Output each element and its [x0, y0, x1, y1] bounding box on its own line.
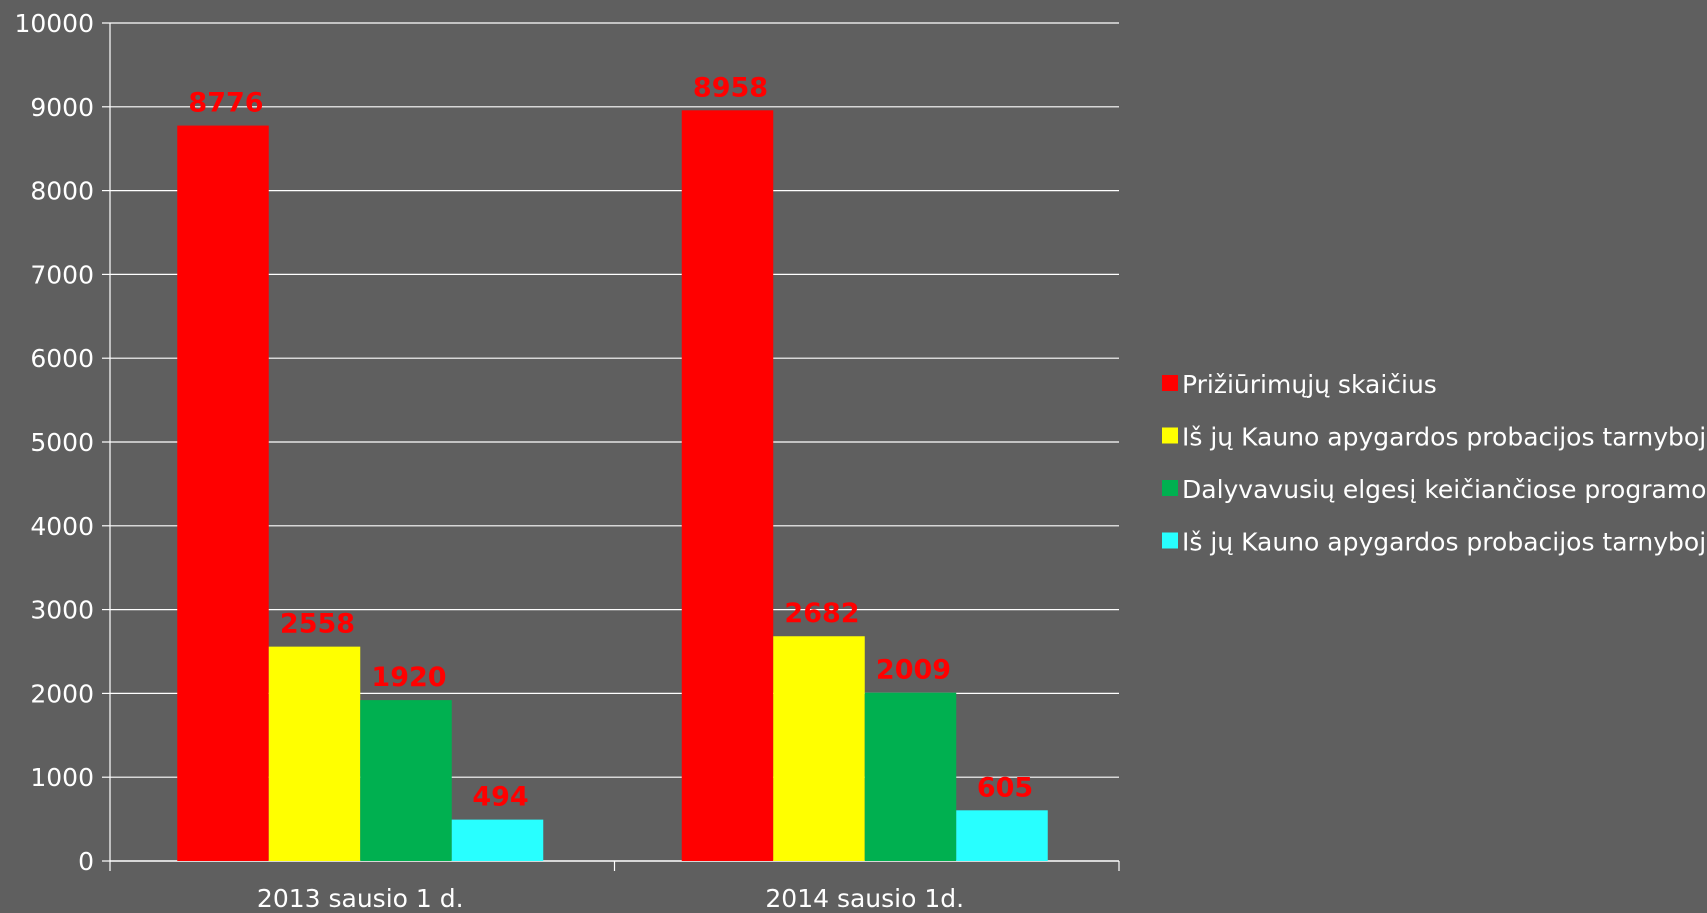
data-labels: 8776 2558 1920 494 8958 2682 2009 605	[188, 72, 1033, 812]
bar-1-0	[681, 110, 774, 862]
bar-1-3	[956, 810, 1048, 861]
legend-label-3: Iš jų Kauno apygardos probacijos tarnybo…	[1182, 528, 1707, 557]
y-tick-label-2000: 2000	[30, 679, 94, 708]
bar-1-1	[773, 636, 865, 861]
y-tick-label-7000: 7000	[30, 260, 94, 289]
legend-swatch-2	[1162, 480, 1178, 496]
axes: 0 1000 2000 3000 4000 5000 6000 7000 8000 9000 100…	[14, 9, 1120, 913]
data-label-0-0: 8776	[188, 88, 263, 119]
legend-label-0: Prižiūrimųjų skaičius	[1182, 370, 1437, 399]
data-label-1-0: 8958	[693, 72, 768, 103]
data-label-1-3: 605	[977, 772, 1033, 803]
legend-swatch-1	[1162, 427, 1178, 444]
bar-1-2	[864, 692, 957, 861]
legend: Prižiūrimųjų skaičius Iš jų Kauno apygard…	[1162, 370, 1707, 557]
legend-swatch-3	[1162, 532, 1178, 549]
bar-0-1	[268, 646, 361, 861]
bar-0-3	[451, 819, 544, 861]
bar-0-0	[177, 125, 269, 862]
data-label-0-2: 1920	[371, 662, 446, 693]
y-tick-label-4000: 4000	[30, 512, 94, 541]
y-tick-label-8000: 8000	[30, 177, 94, 206]
y-tick-label-0: 0	[78, 847, 94, 876]
y-tick-label-3000: 3000	[30, 596, 94, 625]
legend-label-1: Iš jų Kauno apygardos probacijos tarnybo…	[1182, 423, 1707, 452]
x-tick-label-0: 2013 sausio 1 d.	[257, 884, 464, 913]
y-tick-label-1000: 1000	[30, 763, 94, 792]
x-tick-label-1: 2014 sausio 1d.	[765, 884, 964, 913]
y-tick-label-10000: 10000	[14, 9, 94, 38]
y-tick-label-9000: 9000	[30, 93, 94, 122]
y-tick-label-6000: 6000	[30, 344, 94, 373]
data-label-1-1: 2682	[784, 598, 859, 629]
data-label-0-1: 2558	[280, 609, 355, 640]
bars	[177, 110, 1048, 862]
legend-label-2: Dalyvavusių elgesį keičiančiose programo…	[1182, 475, 1707, 504]
y-tick-label-5000: 5000	[30, 428, 94, 457]
bar-0-2	[360, 700, 452, 861]
data-label-1-2: 2009	[876, 655, 951, 686]
legend-swatch-0	[1162, 375, 1178, 391]
data-label-0-3: 494	[472, 782, 528, 813]
